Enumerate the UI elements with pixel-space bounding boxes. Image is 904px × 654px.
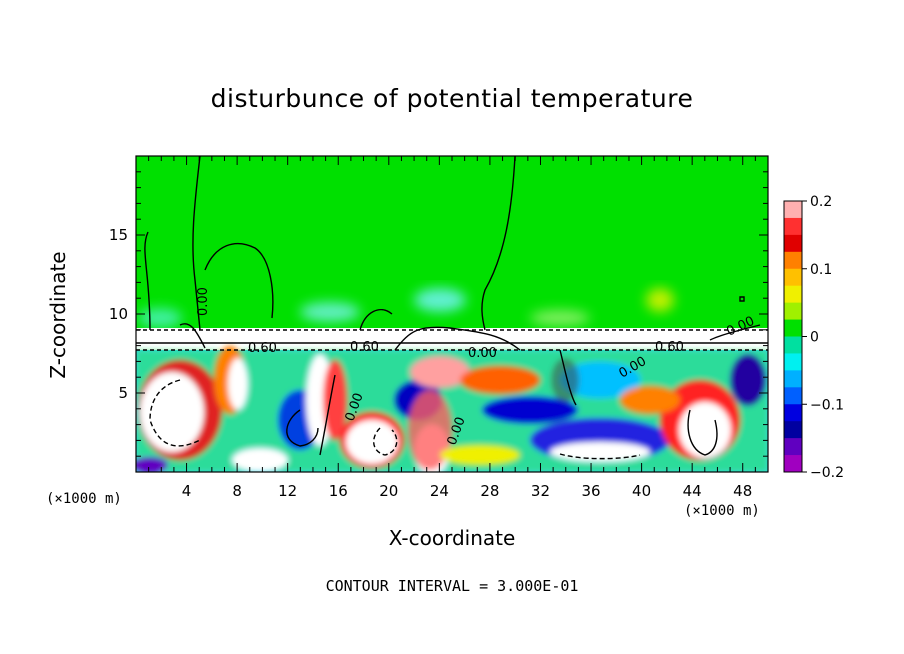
x-tick-label: 40: [632, 482, 651, 500]
heatmap-field: 0.00 0.60 0.60 0.00 0.00 0.00 0.00 0.60 …: [136, 156, 768, 472]
x-tick-label: 12: [278, 482, 297, 500]
colorbar-swatch: [784, 353, 802, 371]
upper-blobs: [138, 288, 674, 328]
lower-blobs: [136, 346, 768, 472]
contour-label-group: 0.00 0.60 0.60 0.00 0.00 0.00 0.00 0.60 …: [196, 287, 757, 447]
colorbar-swatch: [784, 268, 802, 287]
colorbar-swatch: [784, 217, 802, 236]
colorbar-swatch: [784, 438, 802, 456]
colorbar-swatch: [784, 319, 802, 337]
y-tick-label: 5: [118, 384, 128, 402]
colorbar-swatch: [784, 234, 802, 253]
contour-interval-note: CONTOUR INTERVAL = 3.000E-01: [325, 577, 579, 595]
colorbar-tick-label: 0.2: [810, 194, 832, 210]
colorbar: 0.2 0.1 0 −0.1 −0.2: [783, 194, 844, 481]
x-tick-label: 16: [329, 482, 348, 500]
x-unit-label-left: (×1000 m): [46, 491, 122, 507]
x-tick-label: 24: [430, 482, 449, 500]
contour-label: 0.60: [248, 341, 277, 356]
colorbar-tick-label: −0.1: [810, 397, 844, 413]
x-tick-label: 36: [581, 482, 600, 500]
contour-label: 0.00: [196, 287, 211, 316]
contour-lines: [136, 156, 768, 460]
colorbar-tick-label: −0.2: [810, 465, 844, 481]
colorbar-swatch: [784, 336, 802, 354]
colorbar-swatch: [784, 370, 802, 388]
chart-title: disturbunce of potential temperature: [210, 84, 694, 113]
x-tick-label: 44: [683, 482, 702, 500]
x-tick-label: 28: [480, 482, 499, 500]
colorbar-swatch: [784, 285, 802, 304]
colorbar-tick-label: 0: [810, 330, 819, 346]
x-tick-label: 20: [379, 482, 398, 500]
y-tick-label: 15: [109, 226, 128, 244]
x-tick-label: 8: [232, 482, 242, 500]
colorbar-swatch: [784, 302, 802, 321]
contour-label: 0.00: [468, 346, 497, 361]
y-axis-label: Z-coordinate: [46, 251, 70, 379]
colorbar-swatch: [784, 201, 802, 219]
colorbar-swatch: [784, 251, 802, 270]
x-tick-label: 32: [531, 482, 550, 500]
x-tick-label: 48: [733, 482, 752, 500]
y-tick-label: 10: [109, 305, 128, 323]
colorbar-tick-label: 0.1: [810, 262, 832, 278]
contour-label: 0.60: [655, 340, 684, 355]
x-axis-label: X-coordinate: [388, 526, 516, 550]
x-tick-label: 4: [182, 482, 192, 500]
colorbar-swatch: [784, 421, 802, 439]
colorbar-swatch: [784, 455, 802, 473]
x-unit-label-right: (×1000 m): [684, 503, 760, 519]
colorbar-swatch: [784, 404, 802, 422]
contour-label: 0.60: [350, 340, 379, 355]
colorbar-swatch: [784, 387, 802, 405]
inversion-band: [136, 328, 768, 350]
